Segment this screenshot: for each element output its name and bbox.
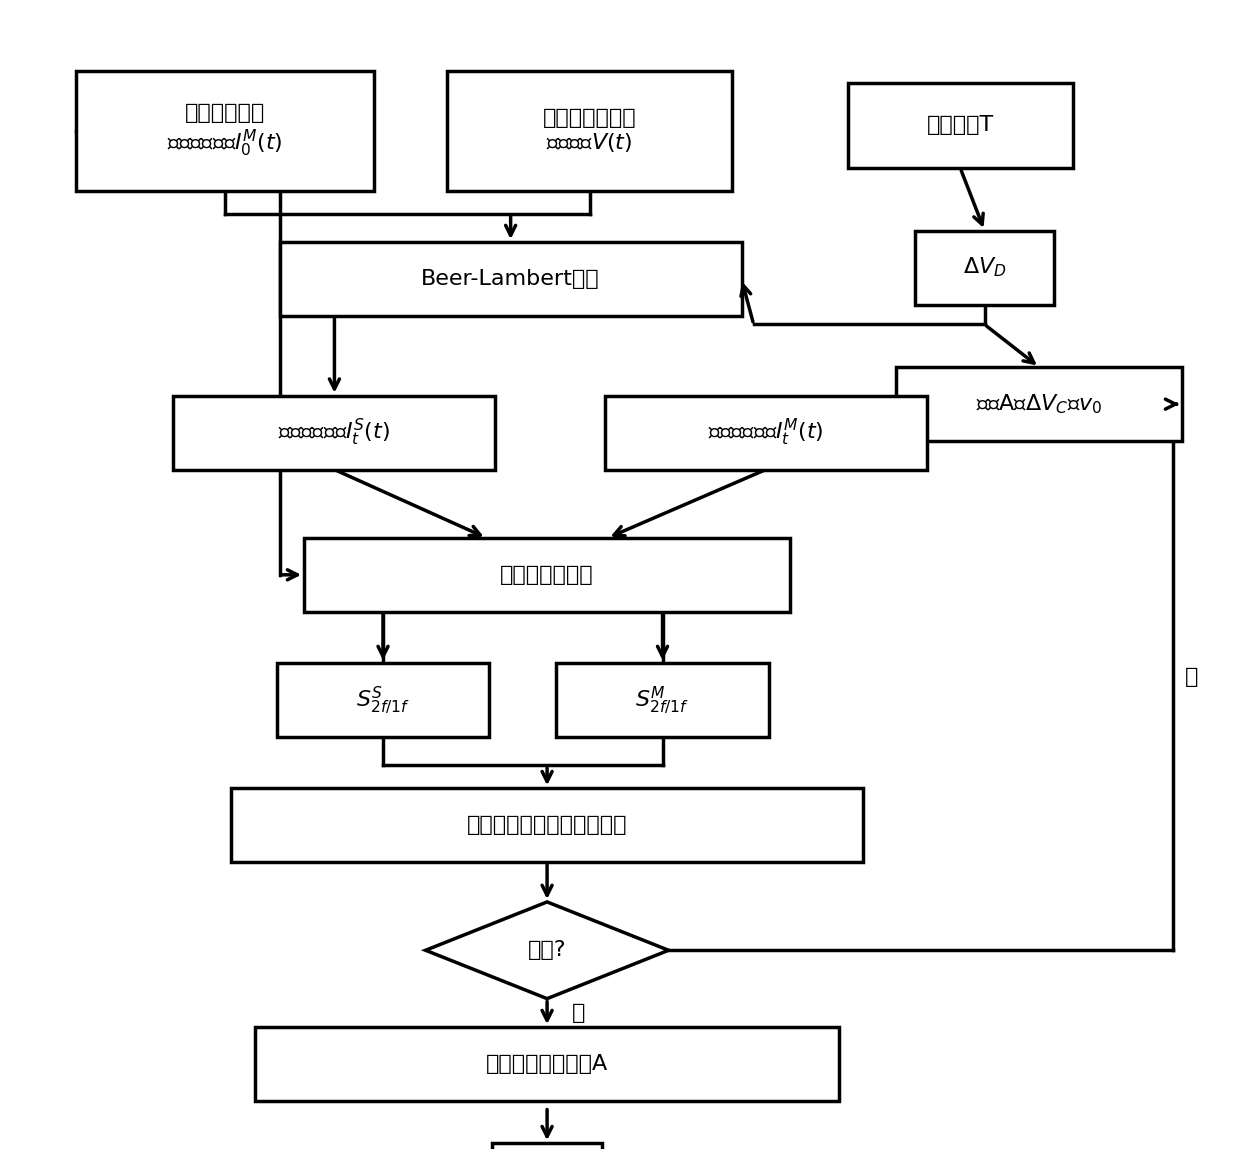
Text: 测量的时间频率
响应关系$V(t)$: 测量的时间频率 响应关系$V(t)$	[543, 108, 636, 154]
Text: $\Delta V_D$: $\Delta V_D$	[962, 255, 1007, 280]
Text: 计算仿真和实验谐波的残差: 计算仿真和实验谐波的残差	[466, 815, 627, 835]
Text: 测量温度T: 测量温度T	[926, 115, 994, 136]
Text: $S_{2f/1f}^S$: $S_{2f/1f}^S$	[356, 684, 410, 716]
FancyBboxPatch shape	[915, 231, 1054, 304]
FancyBboxPatch shape	[255, 1027, 838, 1101]
Text: 得到最佳拟合参数A: 得到最佳拟合参数A	[486, 1054, 608, 1074]
Text: 测量透射光强$I_t^M(t)$: 测量透射光强$I_t^M(t)$	[708, 417, 823, 448]
Text: 数字锁相滤波器: 数字锁相滤波器	[500, 564, 594, 585]
Polygon shape	[425, 902, 668, 998]
FancyBboxPatch shape	[557, 663, 769, 737]
Text: 是: 是	[572, 1003, 585, 1023]
Text: 测量的无吸收
时的背景光强$I_0^M(t)$: 测量的无吸收 时的背景光强$I_0^M(t)$	[167, 103, 283, 159]
FancyBboxPatch shape	[848, 82, 1073, 168]
FancyBboxPatch shape	[304, 538, 790, 612]
Text: 初始A、$\Delta V_C$、$v_0$: 初始A、$\Delta V_C$、$v_0$	[976, 392, 1102, 416]
FancyBboxPatch shape	[446, 71, 733, 190]
FancyBboxPatch shape	[605, 396, 926, 469]
FancyBboxPatch shape	[76, 71, 374, 190]
FancyBboxPatch shape	[231, 788, 863, 863]
Text: 仿真透射光强$I_t^S(t)$: 仿真透射光强$I_t^S(t)$	[279, 417, 391, 448]
FancyBboxPatch shape	[897, 367, 1182, 441]
Text: $S_{2f/1f}^M$: $S_{2f/1f}^M$	[635, 684, 689, 716]
FancyBboxPatch shape	[280, 241, 742, 316]
FancyBboxPatch shape	[277, 663, 490, 737]
FancyBboxPatch shape	[492, 1144, 601, 1161]
FancyBboxPatch shape	[174, 396, 496, 469]
Text: 收敛?: 收敛?	[528, 940, 567, 960]
Text: 否: 否	[1185, 668, 1198, 687]
Text: Beer-Lambert定律: Beer-Lambert定律	[422, 269, 600, 289]
